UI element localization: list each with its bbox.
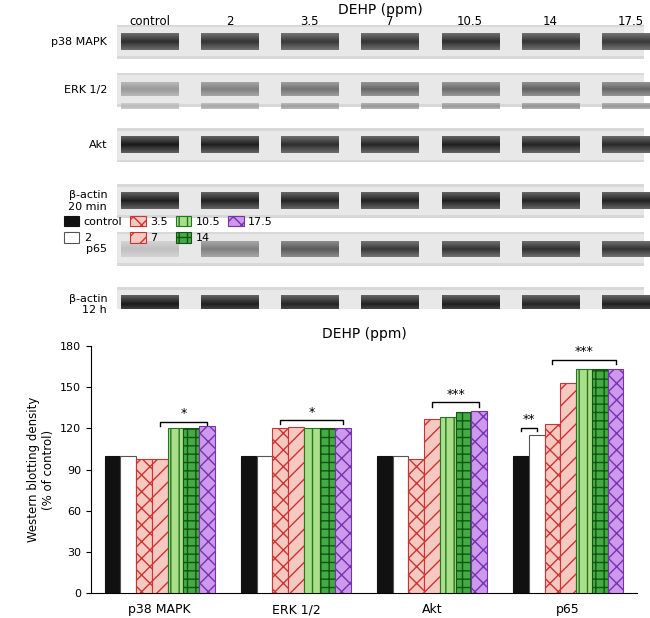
Bar xyxy=(117,25,644,59)
Text: 2: 2 xyxy=(226,15,233,28)
Bar xyxy=(608,370,623,593)
Bar xyxy=(424,419,440,593)
Bar xyxy=(199,426,215,593)
Bar xyxy=(576,370,592,593)
Bar xyxy=(393,456,408,593)
Bar xyxy=(152,459,168,593)
Bar xyxy=(456,412,471,593)
Bar xyxy=(304,428,320,593)
Legend: control, 2, 3.5, 7, 10.5, 14, 17.5: control, 2, 3.5, 7, 10.5, 14, 17.5 xyxy=(64,216,273,243)
Bar xyxy=(592,370,608,593)
Text: ERK 1/2: ERK 1/2 xyxy=(64,85,107,95)
Bar xyxy=(471,410,488,593)
Bar xyxy=(136,459,152,593)
Bar xyxy=(513,456,529,593)
Bar xyxy=(105,456,120,593)
Bar xyxy=(120,456,136,593)
Bar xyxy=(117,232,644,266)
Text: 7: 7 xyxy=(386,15,394,28)
Text: *: * xyxy=(309,406,315,419)
Bar xyxy=(288,427,304,593)
Bar xyxy=(272,428,288,593)
Bar xyxy=(117,187,644,215)
Bar xyxy=(117,184,644,218)
Bar xyxy=(320,428,335,593)
Text: ***: *** xyxy=(447,388,465,401)
Text: p65: p65 xyxy=(86,243,107,254)
Bar xyxy=(117,129,644,162)
Bar xyxy=(377,456,393,593)
Bar xyxy=(240,456,257,593)
Bar xyxy=(117,290,644,319)
Bar xyxy=(117,27,644,56)
Text: β-actin
12 h: β-actin 12 h xyxy=(69,294,107,315)
Text: 17.5: 17.5 xyxy=(618,15,644,28)
Bar xyxy=(117,287,644,321)
Text: **: ** xyxy=(523,413,535,426)
Bar xyxy=(183,428,199,593)
Bar xyxy=(117,131,644,159)
Bar xyxy=(440,418,456,593)
Text: 3.5: 3.5 xyxy=(300,15,319,28)
Y-axis label: Western blotting density
(% of control): Western blotting density (% of control) xyxy=(27,397,55,543)
Bar xyxy=(545,425,560,593)
Bar xyxy=(408,459,424,593)
Text: *: * xyxy=(180,407,187,420)
Bar xyxy=(168,428,183,593)
Bar xyxy=(335,428,351,593)
Text: DEHP (ppm): DEHP (ppm) xyxy=(338,3,422,17)
Bar xyxy=(257,456,272,593)
Text: p38 MAPK: p38 MAPK xyxy=(51,36,107,47)
Text: 14: 14 xyxy=(543,15,558,28)
Bar xyxy=(117,234,644,263)
Bar xyxy=(529,435,545,593)
Text: Akt: Akt xyxy=(89,140,107,150)
Text: 10.5: 10.5 xyxy=(457,15,483,28)
Bar xyxy=(117,75,644,104)
Title: DEHP (ppm): DEHP (ppm) xyxy=(322,327,406,341)
Text: β-actin
20 min: β-actin 20 min xyxy=(68,190,107,211)
Text: ***: *** xyxy=(575,345,593,358)
Bar xyxy=(117,72,644,106)
Text: control: control xyxy=(129,15,170,28)
Bar xyxy=(560,383,576,593)
